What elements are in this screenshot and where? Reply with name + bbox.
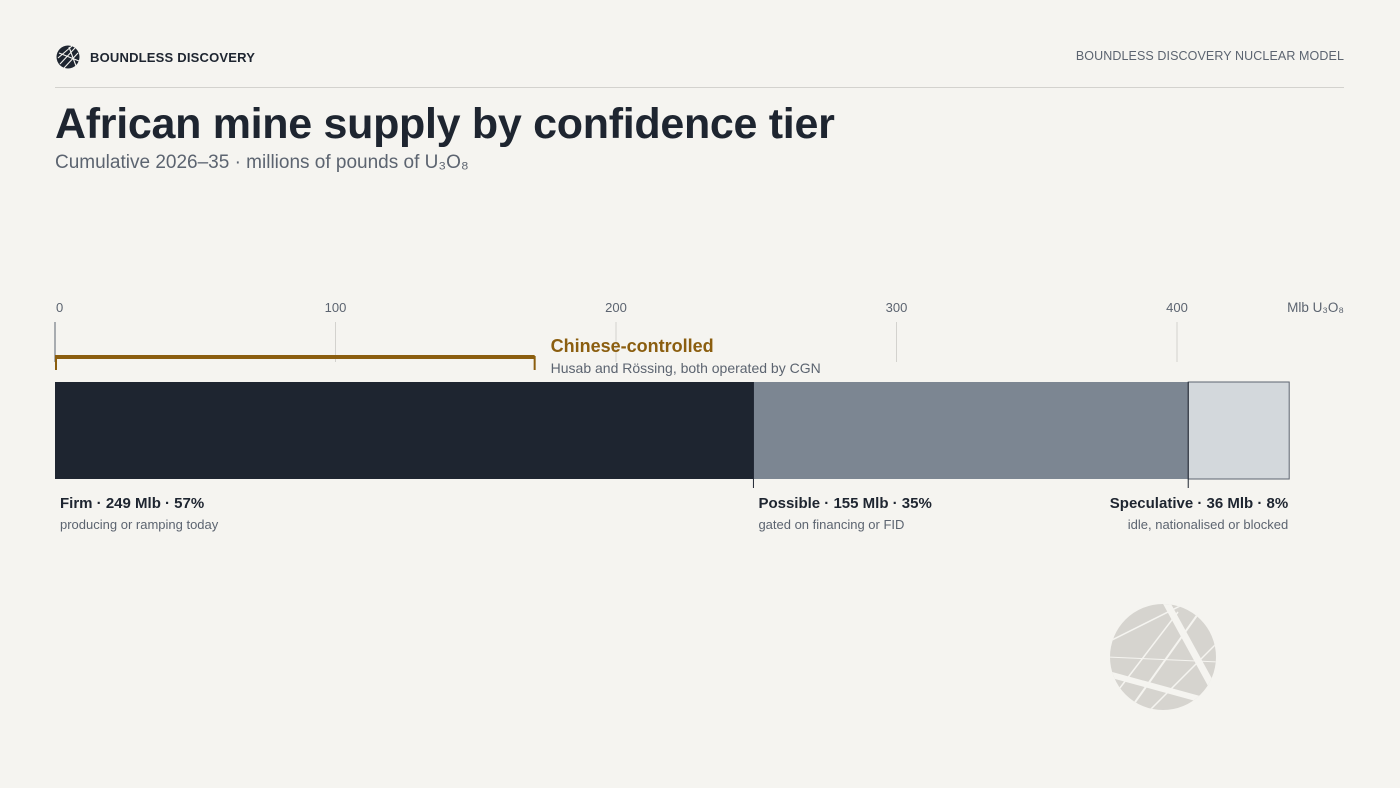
annotation-title: Chinese-controlled xyxy=(551,336,714,356)
tick-label: 200 xyxy=(605,300,627,315)
watermark-logo-icon xyxy=(1110,604,1216,710)
segment-note: producing or ramping today xyxy=(60,517,219,532)
segment-label: Possible · 155 Mlb · 35% xyxy=(758,495,931,512)
tick-label: 100 xyxy=(325,300,347,315)
brand-logo-icon xyxy=(56,45,80,69)
page-header: BOUNDLESS DISCOVERY BOUNDLESS DISCOVERY … xyxy=(55,40,1344,88)
segment-label: Firm · 249 Mlb · 57% xyxy=(60,495,204,512)
segment-note: gated on financing or FID xyxy=(758,517,904,532)
model-label: BOUNDLESS DISCOVERY NUCLEAR MODEL xyxy=(1075,49,1344,63)
segment-note: idle, nationalised or blocked xyxy=(1128,517,1288,532)
tick-label: 0 xyxy=(56,300,63,315)
page-subtitle: Cumulative 2026–35 · millions of pounds … xyxy=(55,152,469,173)
brand-name: BOUNDLESS DISCOVERY xyxy=(90,49,256,65)
bar-segment-firm xyxy=(55,382,754,479)
annotation-text: Husab and Rössing, both operated by CGN xyxy=(551,360,821,376)
brand[interactable]: BOUNDLESS DISCOVERY xyxy=(55,44,255,70)
bar-segment-possible xyxy=(753,382,1189,479)
unit-label: Mlb U₃O₈ xyxy=(1287,300,1344,315)
tick-label: 400 xyxy=(1166,300,1188,315)
tick-label: 300 xyxy=(886,300,908,315)
bar-segment-speculative xyxy=(1187,381,1290,480)
page-title: African mine supply by confidence tier xyxy=(55,100,835,148)
segment-label: Speculative · 36 Mlb · 8% xyxy=(1110,495,1288,512)
